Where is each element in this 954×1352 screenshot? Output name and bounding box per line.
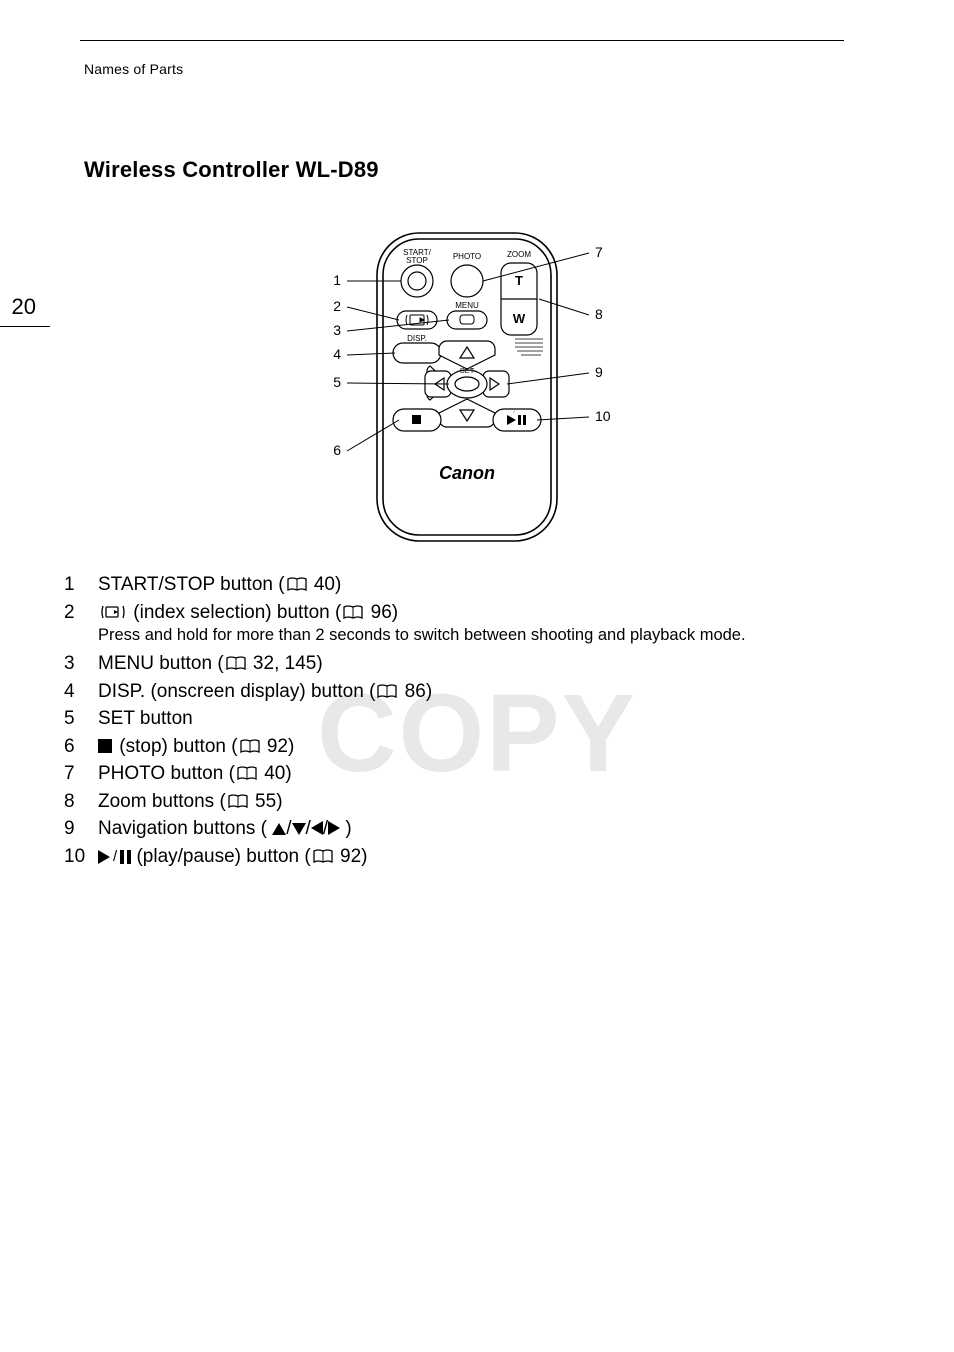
label-zoom-t: T	[515, 273, 523, 288]
nav-right-icon	[328, 821, 340, 835]
label-menu: MENU	[455, 301, 479, 310]
stop-icon	[98, 739, 112, 753]
legend-num: 10	[64, 843, 98, 871]
play-pause-icon: /	[98, 846, 131, 868]
legend-item: 6 (stop) button ( 92)	[64, 733, 864, 761]
legend-num: 4	[64, 678, 98, 706]
label-disp: DISP.	[407, 334, 427, 343]
legend-item: 9Navigation buttons ( /// )	[64, 815, 864, 843]
nav-left-icon	[311, 821, 323, 835]
legend-num: 6	[64, 733, 98, 761]
callout-left-4: 4	[333, 346, 341, 362]
legend-num: 3	[64, 650, 98, 678]
label-start-stop: START/STOP	[403, 248, 431, 265]
legend-num: 8	[64, 788, 98, 816]
label-photo: PHOTO	[453, 252, 481, 261]
callout-left-3: 3	[333, 322, 341, 338]
nav-down-icon	[292, 823, 306, 835]
remote-diagram: START/STOP PHOTO ZOOM T W MENU	[50, 223, 864, 563]
callout-left-6: 6	[333, 442, 341, 458]
legend-subtext: Press and hold for more than 2 seconds t…	[98, 624, 864, 648]
legend-item: 1START/STOP button ( 40)	[64, 571, 864, 599]
legend-num: 9	[64, 815, 98, 843]
callout-right-9: 9	[595, 364, 603, 380]
callout-right-10: 10	[595, 408, 611, 424]
label-zoom: ZOOM	[507, 250, 531, 259]
page-number: 20	[0, 288, 50, 327]
legend-item: 8Zoom buttons ( 55)	[64, 788, 864, 816]
legend-list: 1START/STOP button ( 40)2 (index selecti…	[64, 571, 864, 870]
callout-left-2: 2	[333, 298, 341, 314]
callout-left-1: 1	[333, 272, 341, 288]
callout-left-5: 5	[333, 374, 341, 390]
callout-right-8: 8	[595, 306, 603, 322]
label-zoom-w: W	[513, 311, 526, 326]
legend-item: 4DISP. (onscreen display) button ( 86)	[64, 678, 864, 706]
label-set: SET	[460, 366, 475, 375]
legend-num: 2	[64, 599, 98, 627]
nav-up-icon	[272, 823, 286, 835]
section-title: Wireless Controller WL-D89	[84, 157, 864, 183]
legend-item: 5SET button	[64, 705, 864, 733]
legend-num: 7	[64, 760, 98, 788]
callout-right-7: 7	[595, 244, 603, 260]
legend-num: 1	[64, 571, 98, 599]
legend-item: 2 (index selection) button ( 96)	[64, 599, 864, 627]
legend-item: 3MENU button ( 32, 145)	[64, 650, 864, 678]
brand-label: Canon	[439, 463, 495, 483]
header-section: Names of Parts	[84, 61, 864, 77]
legend-item: 7PHOTO button ( 40)	[64, 760, 864, 788]
legend-num: 5	[64, 705, 98, 733]
legend-item: 10/ (play/pause) button ( 92)	[64, 843, 864, 871]
